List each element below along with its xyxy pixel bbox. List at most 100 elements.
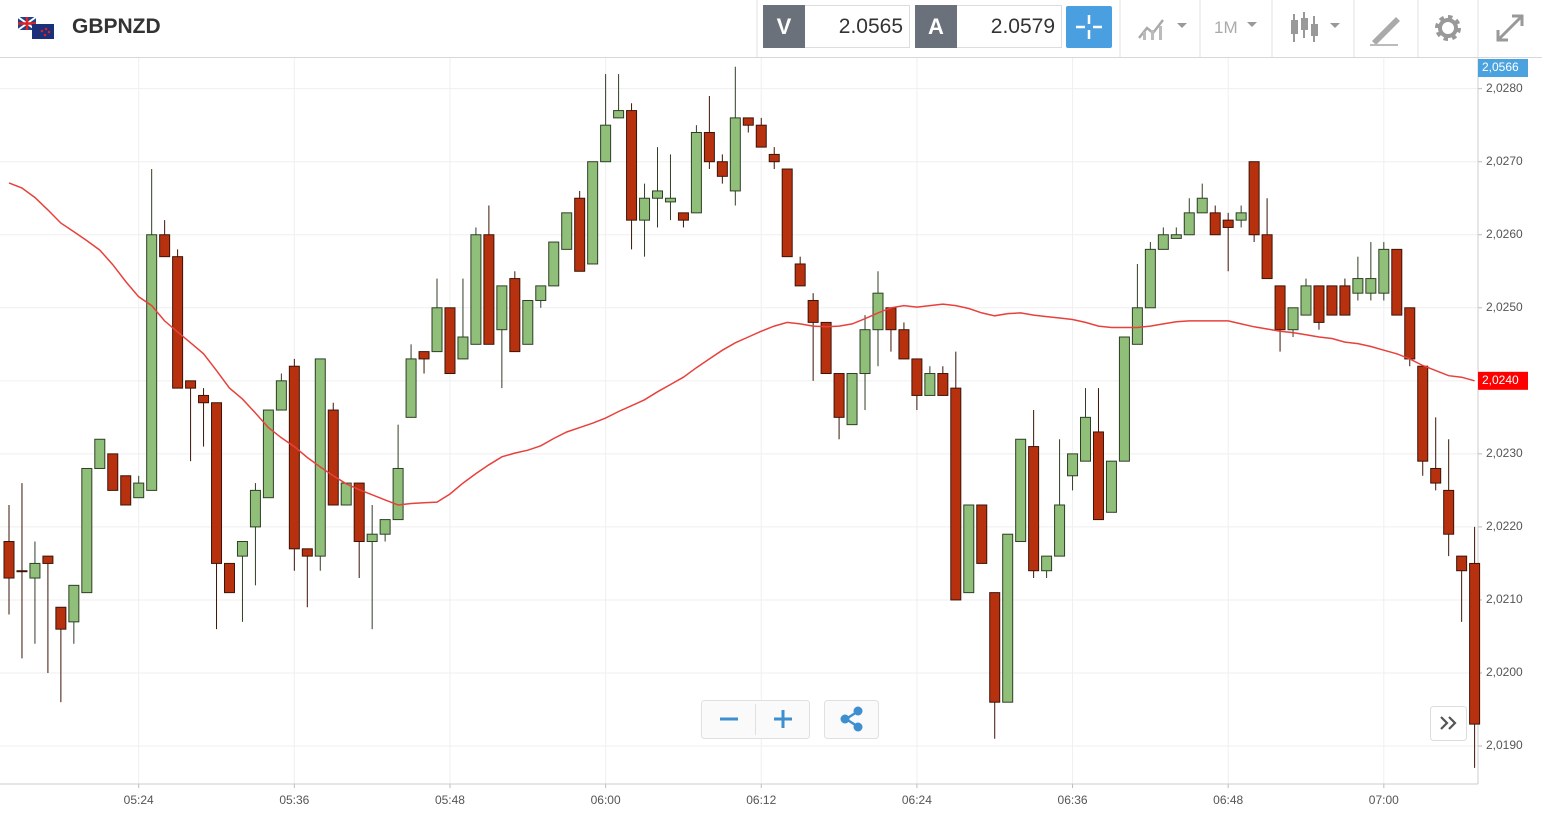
candle-body xyxy=(340,482,352,506)
candle-body xyxy=(742,117,754,126)
candle-body xyxy=(911,358,923,396)
candle-body xyxy=(768,153,780,163)
candle-body xyxy=(236,541,248,557)
candle-body xyxy=(288,365,300,550)
share-button[interactable] xyxy=(824,700,880,740)
candle-body xyxy=(781,168,793,258)
candle-body xyxy=(846,373,858,426)
candle-body xyxy=(898,329,910,360)
candle-body xyxy=(1067,453,1079,477)
badge-box xyxy=(1478,371,1528,390)
crosshair-button[interactable] xyxy=(1066,6,1112,48)
candle-body xyxy=(1365,278,1377,294)
chart-type-button[interactable] xyxy=(1135,8,1195,48)
candle-body xyxy=(1313,285,1325,323)
fullscreen-button[interactable] xyxy=(1492,10,1528,46)
candle-body xyxy=(626,110,638,221)
candle-body xyxy=(42,555,54,564)
candle-body xyxy=(1080,416,1092,462)
candle-body xyxy=(262,409,274,499)
scroll-end-button[interactable] xyxy=(1430,706,1468,742)
candle-body xyxy=(223,562,235,594)
zoom-controls xyxy=(701,700,810,739)
candle-body xyxy=(1131,307,1143,345)
candle-body xyxy=(807,299,819,323)
candle-body xyxy=(613,110,625,119)
candle-body xyxy=(729,117,741,192)
candle-body xyxy=(924,373,936,396)
price-badge: 2,0566 xyxy=(1478,59,1528,77)
candle-body xyxy=(1469,562,1481,725)
candle-body xyxy=(29,562,41,579)
candle-body xyxy=(989,592,1001,703)
candle-body xyxy=(1054,504,1066,557)
y-tick-label: 2,0260 xyxy=(1486,227,1523,241)
y-tick-label: 2,0210 xyxy=(1486,592,1523,606)
candle-body xyxy=(1222,219,1234,228)
settings-button[interactable] xyxy=(1430,10,1466,46)
zoom-in[interactable] xyxy=(774,710,792,728)
bid-price[interactable]: 2.0565 xyxy=(805,5,910,48)
candle-body xyxy=(820,321,832,375)
candle-body xyxy=(716,161,728,177)
candle-body xyxy=(1456,555,1468,572)
candle-body xyxy=(1183,212,1195,236)
candle-body xyxy=(1339,285,1351,316)
candle-body xyxy=(107,453,119,491)
candle-body xyxy=(937,373,949,396)
candle-body xyxy=(1300,285,1312,316)
candle-body xyxy=(1041,555,1053,572)
candle-body xyxy=(833,373,845,418)
candle-body xyxy=(1391,248,1403,316)
candle-body xyxy=(68,584,80,623)
x-tick-label: 05:24 xyxy=(124,793,154,807)
candle-body xyxy=(1118,336,1130,462)
candle-body xyxy=(1404,307,1416,360)
x-tick-label: 07:00 xyxy=(1369,793,1399,807)
candle-body xyxy=(885,307,897,331)
candle-body xyxy=(677,212,689,221)
candle-body xyxy=(211,402,223,564)
candle-body xyxy=(794,263,806,287)
candle-body xyxy=(353,482,365,543)
candle-body xyxy=(198,394,210,404)
candle-body xyxy=(366,533,378,543)
y-tick-label: 2,0200 xyxy=(1486,665,1523,679)
candle-body xyxy=(1378,248,1390,294)
bid-label[interactable]: V xyxy=(763,5,805,48)
ask-price[interactable]: 2.0579 xyxy=(957,5,1062,48)
ask-label[interactable]: A xyxy=(915,5,957,48)
candle-body xyxy=(1443,489,1455,535)
y-tick-label: 2,0280 xyxy=(1486,81,1523,95)
moving-average xyxy=(8,182,1475,506)
candle-body xyxy=(1352,278,1364,294)
candle-body xyxy=(327,409,339,506)
y-tick-label: 2,0230 xyxy=(1486,446,1523,460)
y-tick-label: 2,0270 xyxy=(1486,154,1523,168)
candle-body xyxy=(405,358,417,418)
candle-body xyxy=(859,329,871,375)
candle-body xyxy=(431,307,443,353)
candle-body xyxy=(159,234,171,258)
candle-type-button[interactable] xyxy=(1288,8,1348,48)
badge-label: 2,0240 xyxy=(1482,373,1519,387)
candle-body xyxy=(379,519,391,535)
badge-box xyxy=(1478,59,1528,77)
candle-body xyxy=(470,234,482,345)
dropdown-arrow xyxy=(1247,22,1257,27)
timeframe-button[interactable]: 1M xyxy=(1214,18,1238,37)
draw-button[interactable] xyxy=(1368,11,1404,47)
candle-body xyxy=(314,358,326,557)
candle-body xyxy=(1430,467,1442,484)
candle-body xyxy=(496,285,508,331)
candle-body xyxy=(1170,234,1182,239)
candle-body xyxy=(548,241,560,287)
candle-body xyxy=(690,131,702,214)
candle-body xyxy=(55,606,67,630)
x-tick-label: 05:48 xyxy=(435,793,465,807)
candle-body xyxy=(963,504,975,594)
x-tick-label: 06:36 xyxy=(1058,793,1088,807)
candle-body xyxy=(81,467,93,594)
candle-body xyxy=(600,124,612,163)
